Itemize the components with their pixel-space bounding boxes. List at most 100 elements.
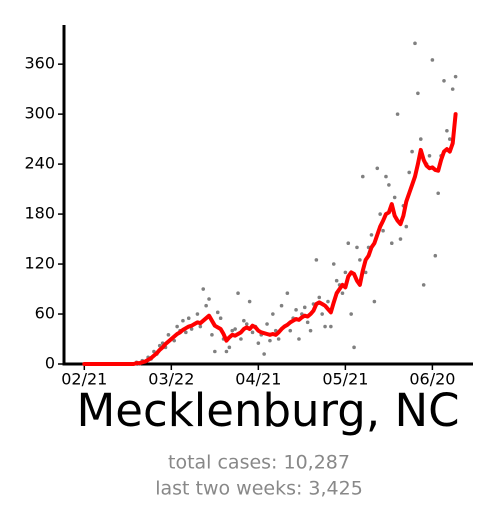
data-point: [427, 153, 432, 158]
data-point: [331, 262, 336, 266]
y-tick-label: 360: [24, 54, 55, 73]
data-point: [276, 337, 281, 341]
x-tick-label: 02/21: [61, 370, 107, 389]
data-point: [262, 352, 266, 356]
data-point: [407, 170, 411, 175]
data-point: [395, 112, 400, 116]
data-point: [413, 41, 417, 46]
data-point: [218, 316, 223, 320]
data-point: [453, 74, 458, 79]
chart-title: Mecklenburg, NC: [76, 384, 459, 437]
data-point: [247, 299, 252, 304]
data-point: [233, 327, 237, 331]
data-point: [250, 330, 255, 335]
data-point: [343, 270, 348, 275]
data-point: [239, 337, 243, 341]
data-point: [189, 327, 194, 331]
data-point: [268, 338, 272, 343]
trend-line: [82, 112, 458, 366]
x-tick-label: 06/20: [409, 370, 455, 389]
subtitle: total cases: 10,287: [168, 452, 350, 474]
data-point: [416, 91, 420, 96]
data-point: [329, 324, 333, 329]
x-tick-label: 05/21: [322, 370, 368, 389]
data-point: [285, 291, 290, 296]
subtitle: last two weeks: 3,425: [155, 478, 363, 500]
data-point: [410, 149, 414, 154]
data-point: [450, 87, 455, 91]
data-point: [198, 324, 203, 329]
data-point: [184, 330, 188, 335]
data-point: [175, 324, 179, 329]
data-point: [213, 349, 217, 354]
data-point: [305, 320, 310, 325]
data-point: [445, 128, 449, 133]
data-point: [421, 283, 426, 287]
data-point: [369, 233, 374, 237]
data-point: [201, 287, 206, 291]
data-point: [447, 137, 452, 141]
data-point: [346, 241, 351, 246]
data-point: [378, 212, 382, 216]
data-point: [442, 79, 446, 83]
data-point: [302, 305, 307, 310]
data-point: [349, 312, 353, 316]
data-point: [355, 245, 359, 250]
y-tick-label: 120: [24, 254, 55, 273]
data-point: [392, 195, 397, 200]
y-tick-label: 180: [24, 204, 55, 223]
data-point: [363, 270, 368, 275]
data-point: [279, 303, 284, 308]
data-point: [375, 166, 380, 171]
data-point: [398, 237, 403, 241]
data-point: [297, 337, 301, 341]
data-point: [224, 349, 229, 354]
data-point: [294, 308, 298, 312]
data-point: [227, 345, 232, 350]
data-point: [236, 291, 240, 296]
data-point: [210, 333, 214, 337]
data-point: [430, 58, 435, 62]
data-point: [256, 341, 261, 345]
data-point: [181, 318, 185, 323]
data-point: [320, 312, 324, 316]
data-point: [166, 333, 171, 337]
y-tick-label: 240: [24, 154, 55, 173]
data-point: [186, 316, 191, 320]
data-point: [195, 312, 200, 316]
y-tick-label: 300: [24, 104, 55, 123]
data-point: [334, 278, 339, 283]
data-point: [436, 191, 440, 196]
data-point: [308, 328, 313, 333]
data-point: [358, 258, 362, 262]
data-point: [418, 137, 423, 141]
x-tick-label: 03/22: [148, 370, 194, 389]
data-point: [271, 312, 275, 316]
data-point: [323, 324, 327, 329]
data-point: [372, 299, 377, 304]
data-point: [381, 228, 385, 233]
data-point: [317, 295, 322, 300]
data-point: [215, 310, 220, 315]
data-point: [326, 299, 330, 304]
data-point: [387, 183, 391, 187]
data-point: [288, 328, 293, 333]
data-point: [389, 241, 394, 246]
data-point: [207, 297, 211, 301]
data-point: [384, 174, 388, 179]
x-tick-label: 04/21: [235, 370, 281, 389]
data-point: [352, 345, 356, 350]
y-tick-label: 0: [45, 354, 55, 373]
data-point: [204, 303, 208, 308]
data-point: [265, 322, 269, 326]
data-point: [314, 258, 319, 262]
data-point: [230, 328, 235, 333]
y-tick-label: 60: [35, 304, 55, 323]
data-point: [433, 253, 438, 258]
data-point: [242, 318, 246, 323]
data-point: [404, 224, 409, 229]
data-point: [244, 322, 249, 326]
data-point: [360, 174, 365, 179]
data-point: [340, 291, 345, 296]
